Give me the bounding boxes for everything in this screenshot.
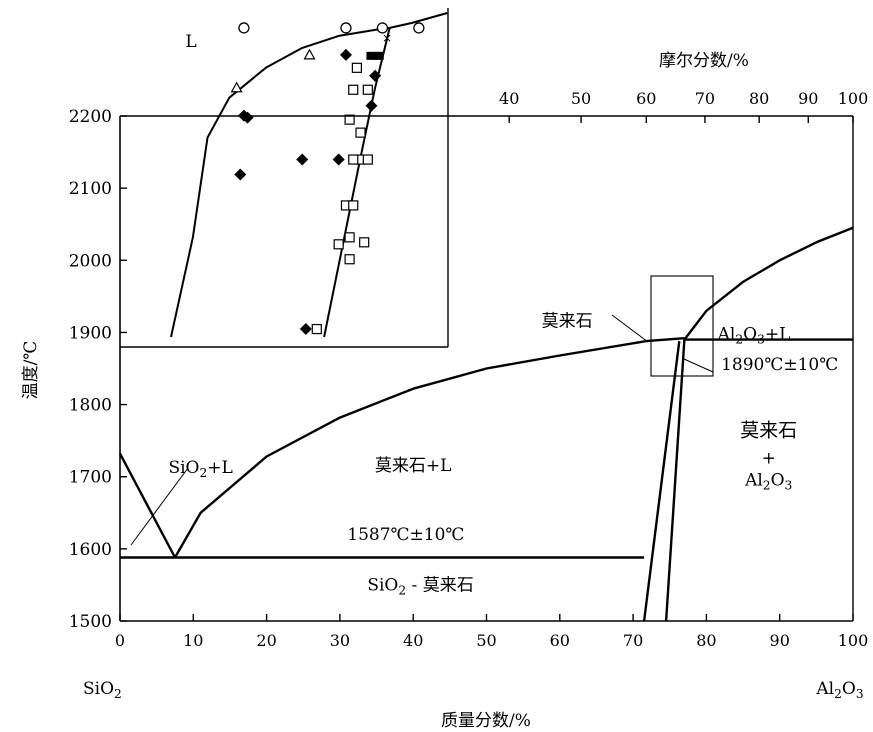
inset-curve bbox=[389, 12, 448, 29]
zoom-box bbox=[650, 275, 714, 377]
top-tick-label: 70 bbox=[695, 89, 715, 108]
y-tick-label: 1500 bbox=[69, 612, 112, 632]
mullite-leader bbox=[611, 314, 649, 343]
inset-diamond-marker bbox=[332, 153, 345, 166]
inset-square-marker bbox=[359, 237, 370, 248]
inset-diamond-marker bbox=[234, 168, 247, 181]
y-axis-title: 温度/℃ bbox=[21, 341, 41, 400]
inset-diamond-marker bbox=[241, 111, 254, 124]
y-tick-label: 1700 bbox=[69, 468, 112, 488]
inset-circle-marker bbox=[376, 22, 389, 34]
inset-square-marker bbox=[344, 232, 355, 243]
top-tick-label: 80 bbox=[749, 89, 769, 108]
inset-plot: L × bbox=[120, 8, 449, 348]
top-tick-label: 100 bbox=[838, 89, 869, 108]
x-tick-label: 20 bbox=[256, 631, 276, 650]
annotations: SiO2​+L 莫来石+L 1587℃±10℃ SiO2​ - 莫来石 莫来石 Al2​O… bbox=[168, 312, 838, 598]
x-tick-label: 60 bbox=[550, 631, 570, 650]
al2o3-end-label: Al2​O3​ bbox=[815, 679, 863, 701]
x-axis-title: 质量分数/% bbox=[441, 711, 531, 731]
phase-boundaries bbox=[118, 226, 854, 622]
temp-1890-leader bbox=[683, 358, 714, 373]
inset-square-marker bbox=[355, 127, 366, 138]
x-tick-label: 80 bbox=[696, 631, 716, 650]
region-annotation: Al2​O3​+L bbox=[717, 325, 791, 347]
y-tick-label: 1900 bbox=[69, 323, 112, 343]
inset-square-marker bbox=[344, 114, 355, 125]
sio2-end-label: SiO2​ bbox=[83, 679, 122, 701]
y-tick-label: 2200 bbox=[69, 107, 112, 127]
inset-square-marker bbox=[351, 62, 362, 73]
x-tick-label: 70 bbox=[623, 631, 643, 650]
inset-square-marker bbox=[344, 254, 355, 265]
region-annotation: Al2​O3​ bbox=[744, 470, 792, 492]
region-annotation: 1587℃±10℃ bbox=[347, 525, 464, 545]
phase-boundary-line bbox=[664, 339, 686, 622]
x-tick-label: 90 bbox=[770, 631, 790, 650]
inset-background bbox=[120, 8, 448, 347]
inset-diamond-marker bbox=[299, 323, 312, 336]
inset-triangle-marker bbox=[303, 48, 316, 60]
axes: 1500 1600 1700 1800 1900 2000 2100 2200 0 10 20 30 4… bbox=[21, 51, 868, 731]
region-annotation: SiO2​ - 莫来石 bbox=[367, 576, 473, 598]
x-tick-label: 0 bbox=[115, 631, 125, 650]
inset-circle-marker bbox=[340, 22, 352, 34]
x-tick-label: 100 bbox=[838, 631, 869, 650]
top-tick-label: 90 bbox=[798, 89, 818, 108]
x-tick-label: 40 bbox=[403, 631, 423, 650]
inset-square-marker bbox=[362, 84, 373, 95]
inset-liquid-label: L bbox=[185, 32, 196, 52]
inset-filled-square-marker bbox=[373, 51, 384, 60]
phase-boundary-line bbox=[683, 226, 854, 341]
region-annotation: 1890℃±10℃ bbox=[721, 355, 838, 375]
phase-boundary-line bbox=[173, 339, 647, 559]
top-tick-label: 50 bbox=[571, 89, 591, 108]
inset-square-marker bbox=[348, 200, 359, 211]
top-axis-title: 摩尔分数/% bbox=[659, 51, 749, 71]
inset-diamond-marker bbox=[365, 99, 378, 112]
y-tick-label: 2000 bbox=[69, 251, 112, 271]
inset-square-marker bbox=[333, 239, 344, 250]
inset-square-marker bbox=[348, 154, 359, 165]
sio2-l-leader bbox=[130, 467, 189, 546]
inset-square-marker bbox=[311, 323, 322, 335]
region-annotation: 莫来石+L bbox=[375, 456, 452, 476]
region-annotation: + bbox=[762, 449, 776, 469]
inset-square-marker bbox=[362, 154, 373, 165]
top-tick-label: 60 bbox=[636, 89, 656, 108]
inset-square-marker bbox=[348, 84, 359, 95]
inset-diamond-marker bbox=[296, 153, 309, 166]
region-annotation: 莫来石 bbox=[542, 312, 593, 332]
inset-triangle-marker bbox=[230, 81, 243, 93]
inset-diamond-marker bbox=[369, 69, 382, 82]
x-tick-label: 50 bbox=[476, 631, 496, 650]
region-annotation: SiO2​+L bbox=[168, 458, 232, 480]
x-tick-label: 30 bbox=[330, 631, 350, 650]
y-tick-label: 2100 bbox=[69, 179, 112, 199]
y-tick-label: 1800 bbox=[69, 396, 112, 416]
inset-circle-marker bbox=[413, 22, 425, 34]
phase-boundary-line bbox=[118, 453, 177, 559]
region-annotation: 莫来石 bbox=[740, 419, 797, 441]
top-tick-label: 40 bbox=[499, 89, 519, 108]
phase-boundary-line bbox=[646, 337, 685, 343]
inset-diamond-marker bbox=[339, 48, 352, 61]
x-tick-label: 10 bbox=[183, 631, 203, 650]
inset-filled-square-marker bbox=[366, 51, 377, 60]
inset-curve bbox=[170, 26, 390, 338]
y-tick-label: 1600 bbox=[69, 540, 112, 560]
inset-circle-marker bbox=[238, 22, 250, 34]
phase-boundary-line bbox=[642, 340, 681, 622]
